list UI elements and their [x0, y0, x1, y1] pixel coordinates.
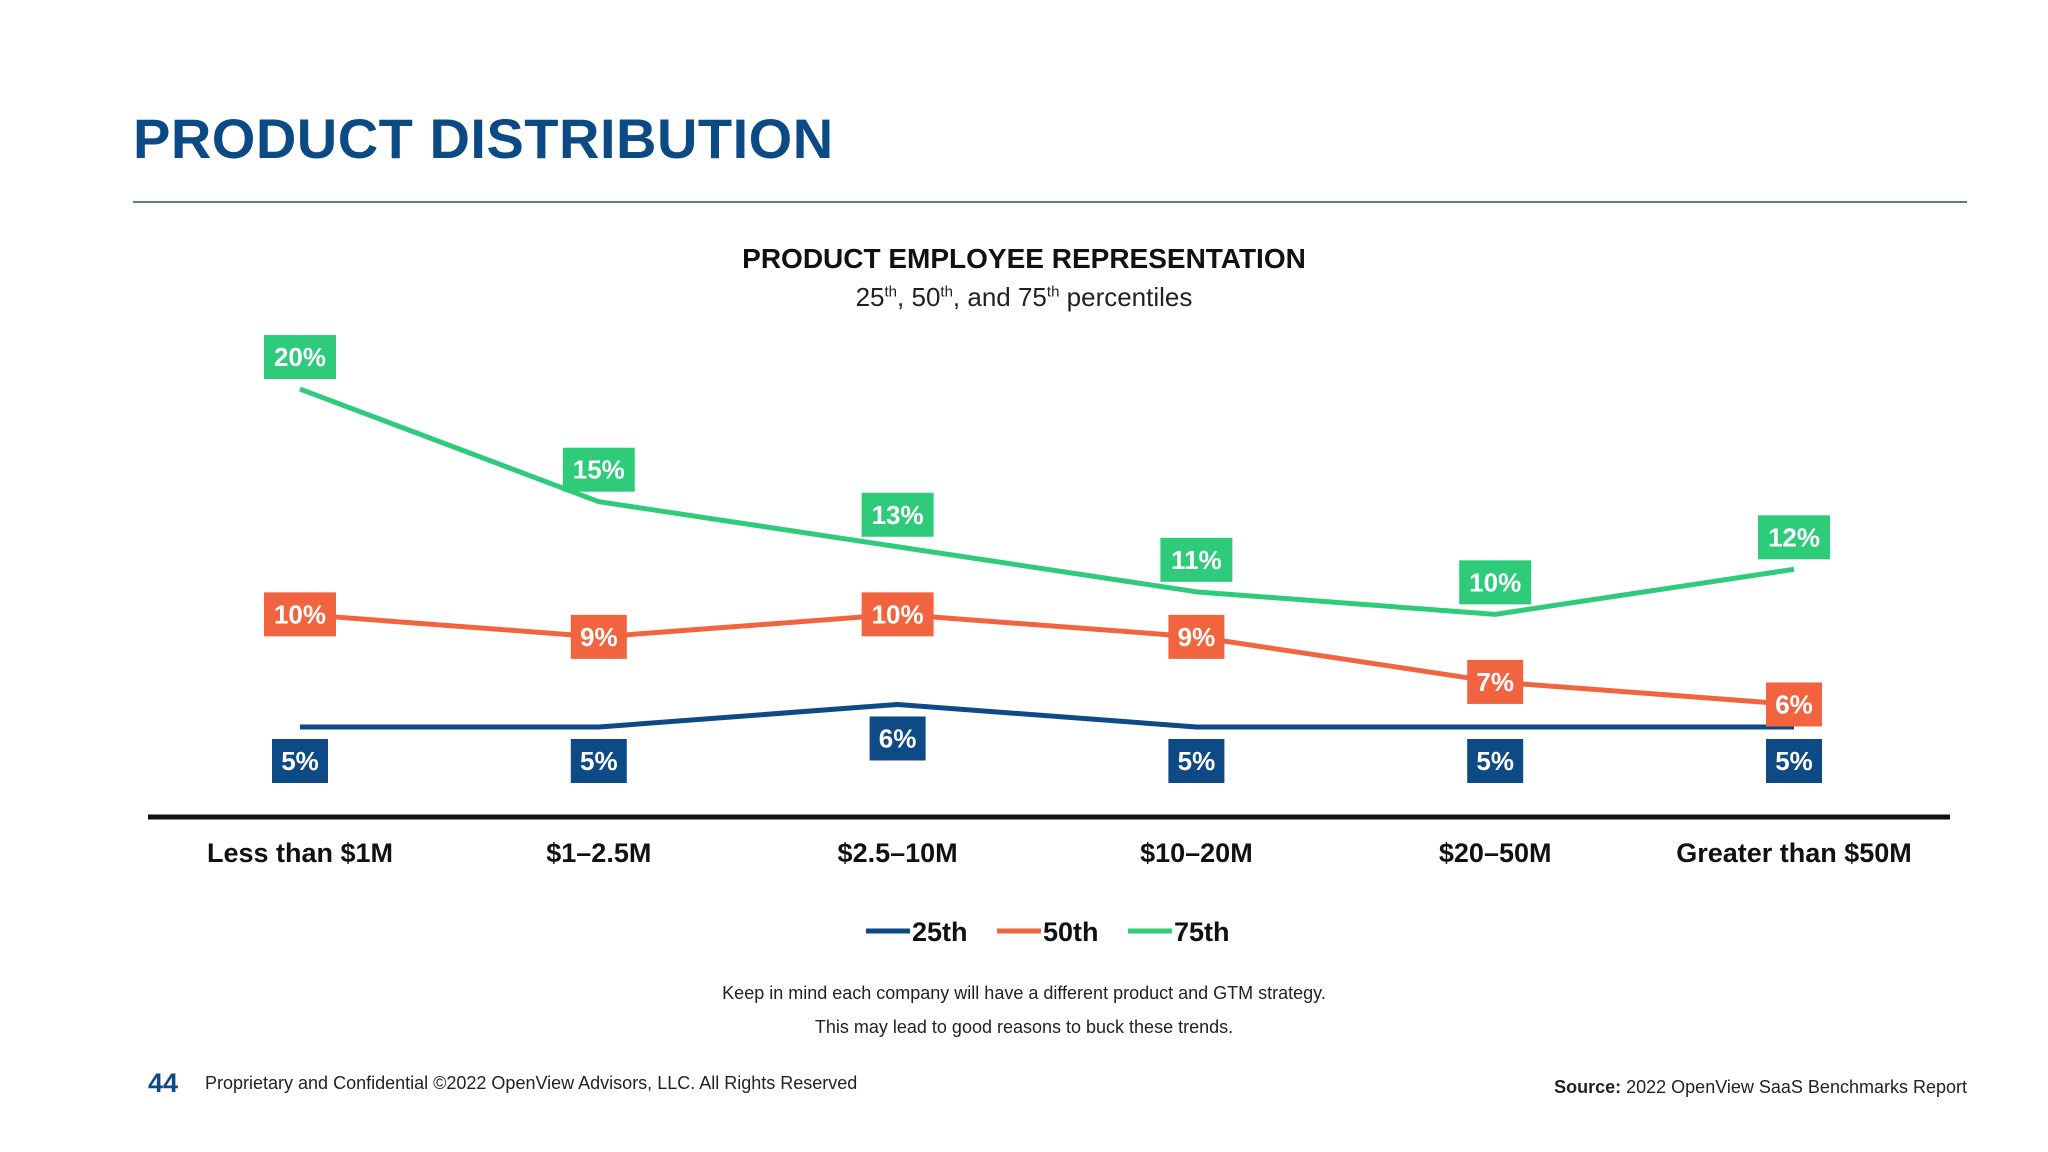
data-label-box [1758, 515, 1830, 560]
subtitle-part: , 50 [897, 282, 941, 312]
data-label: 7% [1476, 667, 1514, 697]
subtitle-part: , and 75 [952, 282, 1047, 312]
subtitle-sup: th [1046, 283, 1060, 301]
data-label: 6% [1775, 689, 1813, 719]
data-label-box [264, 592, 336, 637]
data-label: 13% [872, 500, 924, 530]
chart-subtitle: 25th, 50th, and 75th percentiles [0, 282, 2048, 313]
page-number: 44 [148, 1068, 179, 1098]
data-label: 11% [1171, 545, 1222, 575]
subtitle-sup: th [884, 283, 898, 301]
data-label-box [570, 739, 627, 783]
legend-label: 50th [1043, 917, 1099, 947]
title-divider [133, 201, 1967, 203]
x-tick-label: Less than $1M [207, 838, 393, 868]
source-credit: Source: 2022 OpenView SaaS Benchmarks Re… [1554, 1077, 1967, 1098]
data-label-box [1467, 659, 1524, 704]
page-title: PRODUCT DISTRIBUTION [133, 107, 834, 170]
x-tick-label: $10–20M [1140, 838, 1253, 868]
confidential-notice: Proprietary and Confidential ©2022 OpenV… [205, 1073, 858, 1093]
data-label: 6% [879, 723, 917, 753]
series-line-25th [300, 701, 1794, 730]
data-label: 10% [1469, 567, 1521, 597]
data-label: 10% [872, 599, 924, 629]
data-label: 20% [274, 342, 326, 372]
data-label: 15% [573, 455, 625, 485]
data-label-box [1160, 537, 1233, 582]
data-label-box [861, 592, 934, 637]
x-tick-label: $2.5–10M [838, 838, 958, 868]
data-label: 5% [580, 746, 618, 776]
data-label-box [1467, 739, 1524, 783]
legend-label: 25th [912, 917, 968, 947]
data-label: 10% [274, 599, 326, 629]
data-label-box [562, 447, 635, 492]
data-label-box [1459, 560, 1532, 605]
x-tick-label: $1–2.5M [546, 838, 651, 868]
data-label-box [869, 716, 926, 761]
chart-title: PRODUCT EMPLOYEE REPRESENTATION [742, 243, 1306, 274]
x-tick-label: Greater than $50M [1676, 838, 1912, 868]
subtitle-sup: th [940, 283, 953, 301]
data-label: 12% [1768, 522, 1820, 552]
data-label: 5% [1775, 746, 1813, 776]
note-line: Keep in mind each company will have a di… [722, 983, 1326, 1003]
data-label-box [1168, 739, 1225, 783]
data-label-box [272, 739, 328, 783]
data-label: 9% [1178, 622, 1216, 652]
data-label: 5% [1476, 746, 1514, 776]
data-label-box [264, 335, 336, 380]
data-label: 9% [580, 622, 618, 652]
source-label: Source: [1554, 1077, 1622, 1097]
note-line: This may lead to good reasons to buck th… [814, 1017, 1234, 1037]
source-text: 2022 OpenView SaaS Benchmarks Report [1621, 1077, 1967, 1097]
data-label-box [570, 614, 627, 659]
data-label-box [861, 492, 934, 537]
data-label: 5% [281, 746, 319, 776]
series-line-75th [299, 386, 1795, 617]
data-label-box [1766, 739, 1822, 783]
data-label-box [1766, 682, 1822, 727]
series-line-50th [299, 611, 1795, 707]
data-label: 5% [1178, 746, 1216, 776]
subtitle-part: percentiles [1059, 282, 1193, 312]
legend-label: 75th [1174, 917, 1230, 947]
subtitle-part: 25 [855, 282, 885, 312]
x-tick-label: $20–50M [1439, 838, 1552, 868]
data-label-box [1168, 614, 1225, 659]
